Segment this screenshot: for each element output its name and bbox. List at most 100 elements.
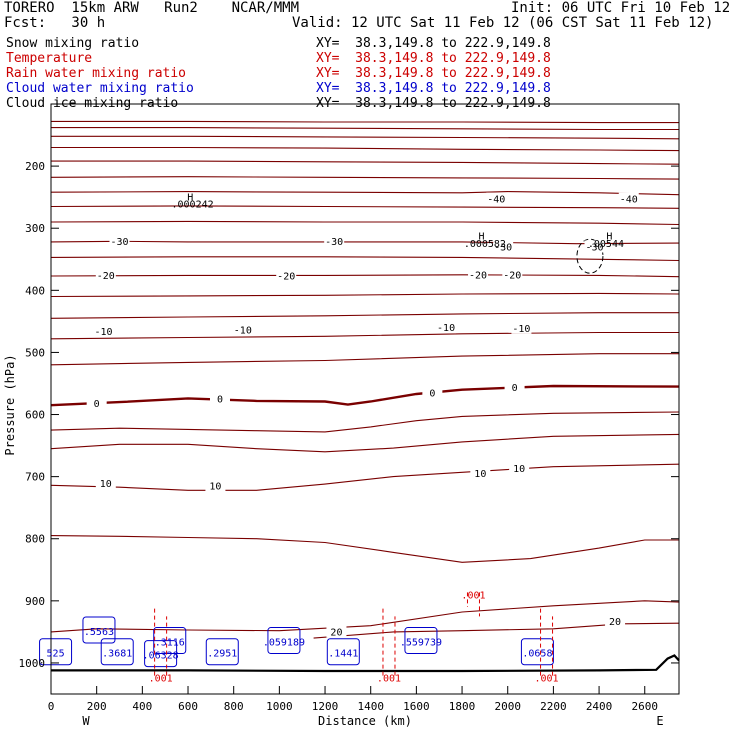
contour-label-background — [584, 240, 605, 253]
x-tick-label: 1200 — [312, 700, 339, 713]
cloud-water-label: .1441 — [328, 649, 358, 660]
legend-snow-label: Snow mixing ratio — [6, 36, 140, 51]
temperature-contour-line — [50, 256, 680, 262]
contour-label-background — [504, 380, 525, 393]
contour-label-background — [95, 269, 116, 282]
temperature-contour-line — [50, 535, 679, 563]
contour-label: -40 — [620, 195, 638, 206]
contour-label: -30 — [585, 242, 603, 253]
x-tick-label: 600 — [178, 700, 198, 713]
contour-label: -10 — [512, 324, 530, 335]
cloud-water-label: .3116 — [155, 638, 185, 649]
x-tick-label: 800 — [224, 700, 244, 713]
x-tick-label: 2200 — [540, 700, 567, 713]
temperature-contour-line — [51, 135, 680, 140]
contour-label: 20 — [330, 628, 342, 639]
cloud-water-label: .059189 — [263, 638, 305, 649]
contour-label: -10 — [437, 323, 455, 334]
legend-temperature-xy: XY= 38.3,149.8 to 222.9,149.8 — [316, 51, 551, 66]
contour-label-background — [209, 392, 230, 405]
y-axis-label: Pressure (hPa) — [3, 354, 17, 455]
high-marker: H — [606, 231, 612, 242]
contour-label-background — [511, 321, 532, 334]
contour-label-background — [509, 462, 530, 475]
contour-label-background — [109, 234, 130, 247]
east-label: E — [656, 714, 663, 728]
contour-label-background — [326, 625, 347, 638]
contour-label-background — [605, 614, 626, 627]
cloud-water-label: .3681 — [102, 649, 132, 660]
x-tick-label: 1600 — [403, 700, 430, 713]
legend-temperature-label: Temperature — [6, 51, 93, 66]
max-value-label: .000242 — [172, 200, 214, 211]
x-tick-label: 0 — [48, 700, 55, 713]
high-marker: H — [478, 231, 484, 242]
contour-label: -20 — [469, 270, 487, 281]
contour-label: -20 — [503, 270, 521, 281]
cloud-water-contour — [520, 638, 554, 666]
cloud-water-contour — [100, 638, 134, 666]
rain-label: .001 — [461, 590, 485, 601]
contour-label-background — [93, 324, 114, 337]
contour-label: 0 — [429, 388, 435, 399]
cloud-water-label: .2951 — [207, 649, 237, 660]
rain-contour — [382, 607, 396, 676]
temperature-contour-line — [50, 292, 680, 298]
contour-label-background — [232, 323, 253, 336]
temperature-contour-line — [50, 191, 680, 196]
contour-label: -20 — [277, 272, 295, 283]
temperature-contour-line — [51, 160, 680, 165]
contour-label-background — [95, 477, 116, 490]
contour-label-background — [422, 386, 443, 399]
max-value-label: .000582 — [464, 239, 506, 250]
model-title: TORERO 15km ARW Run2 NCAR/MMM — [4, 0, 300, 16]
x-tick-label: 200 — [87, 700, 107, 713]
cloud-water-contour — [39, 638, 73, 666]
temperature-contour-line — [51, 120, 679, 124]
temperature-contour-line — [313, 622, 680, 639]
temperature-contour-line — [50, 312, 679, 319]
legend-cloud-water-xy: XY= 38.3,149.8 to 222.9,149.8 — [316, 81, 551, 96]
cloud-water-contour — [404, 627, 438, 655]
cloud-water-contour — [205, 638, 239, 666]
x-tick-label: 2400 — [586, 700, 613, 713]
contour-label: -40 — [487, 195, 505, 206]
x-tick-label: 2000 — [494, 700, 521, 713]
temperature-contour-line — [51, 127, 679, 131]
cloud-water-label: .559739 — [400, 638, 442, 649]
y-tick-label: 800 — [25, 533, 45, 546]
chart-labels: -40 -40 -30 -30 -30 -30 -20 -20 -20 -20 -10 -10 -10 -… — [47, 192, 639, 685]
x-tick-label: 1000 — [266, 700, 293, 713]
cloud-water-label: .06328 — [143, 651, 179, 662]
temperature-contour-line — [50, 205, 680, 209]
temperature-contour-line — [50, 463, 680, 491]
contour-label-background — [470, 467, 491, 480]
legend-snow-xy: XY= 38.3,149.8 to 222.9,149.8 — [316, 36, 551, 51]
ground-profile — [51, 654, 680, 673]
contour-label: 0 — [512, 383, 518, 394]
rain-contour — [466, 592, 480, 617]
temperature-contour-line — [50, 331, 679, 340]
forecast-hour: Fcst: 30 h — [4, 15, 106, 31]
y-tick-label: 200 — [25, 160, 45, 173]
contour-label: -20 — [97, 271, 115, 282]
temperature-contour-line — [50, 176, 680, 180]
temperature-contour-line — [50, 433, 680, 453]
contour-label: 0 — [94, 399, 100, 410]
contour-label: 10 — [513, 464, 525, 475]
contour-label: -30 — [110, 237, 128, 248]
rain-contour — [154, 607, 168, 676]
y-tick-label: 500 — [25, 346, 45, 359]
legend-cloud-water-label: Cloud water mixing ratio — [6, 81, 194, 96]
temperature-contour-line — [50, 411, 680, 433]
y-tick-label: 700 — [25, 471, 45, 484]
contour-label: -10 — [94, 327, 112, 338]
legend-rain-xy: XY= 38.3,149.8 to 222.9,149.8 — [316, 66, 551, 81]
rain-label: .001 — [535, 674, 559, 685]
west-label: W — [82, 714, 90, 728]
cloud-water-label: .5563 — [84, 627, 114, 638]
x-tick-label: 400 — [132, 700, 152, 713]
contour-label: 20 — [609, 617, 621, 628]
x-tick-label: 2600 — [631, 700, 658, 713]
